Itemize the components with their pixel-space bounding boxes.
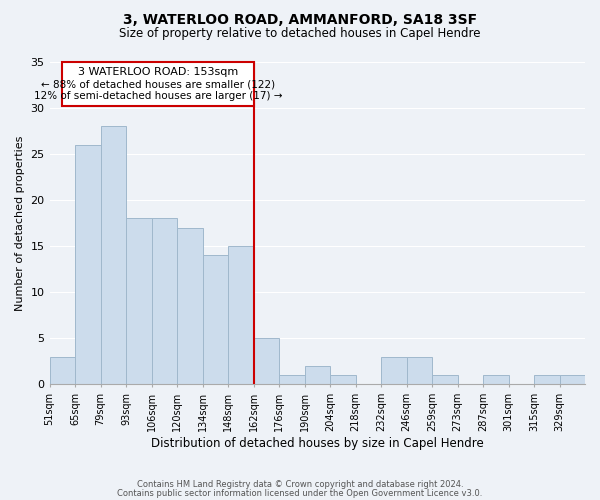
Bar [560,375,585,384]
Bar [50,357,75,384]
Bar [152,218,177,384]
Bar [203,256,228,384]
Bar [407,357,432,384]
Text: Contains public sector information licensed under the Open Government Licence v3: Contains public sector information licen… [118,489,482,498]
Bar [75,144,101,384]
Bar [228,246,254,384]
Y-axis label: Number of detached properties: Number of detached properties [15,136,25,310]
Text: 12% of semi-detached houses are larger (17) →: 12% of semi-detached houses are larger (… [34,92,282,102]
Text: 3, WATERLOO ROAD, AMMANFORD, SA18 3SF: 3, WATERLOO ROAD, AMMANFORD, SA18 3SF [123,12,477,26]
Text: Size of property relative to detached houses in Capel Hendre: Size of property relative to detached ho… [119,28,481,40]
Bar [432,375,458,384]
Bar [254,338,279,384]
FancyBboxPatch shape [62,62,254,106]
Text: ← 88% of detached houses are smaller (122): ← 88% of detached houses are smaller (12… [41,79,275,89]
Text: Contains HM Land Registry data © Crown copyright and database right 2024.: Contains HM Land Registry data © Crown c… [137,480,463,489]
Bar [483,375,509,384]
Bar [101,126,126,384]
Bar [305,366,330,384]
X-axis label: Distribution of detached houses by size in Capel Hendre: Distribution of detached houses by size … [151,437,484,450]
Text: 3 WATERLOO ROAD: 153sqm: 3 WATERLOO ROAD: 153sqm [78,66,238,76]
Bar [330,375,356,384]
Bar [534,375,560,384]
Bar [279,375,305,384]
Bar [381,357,407,384]
Bar [177,228,203,384]
Bar [126,218,152,384]
